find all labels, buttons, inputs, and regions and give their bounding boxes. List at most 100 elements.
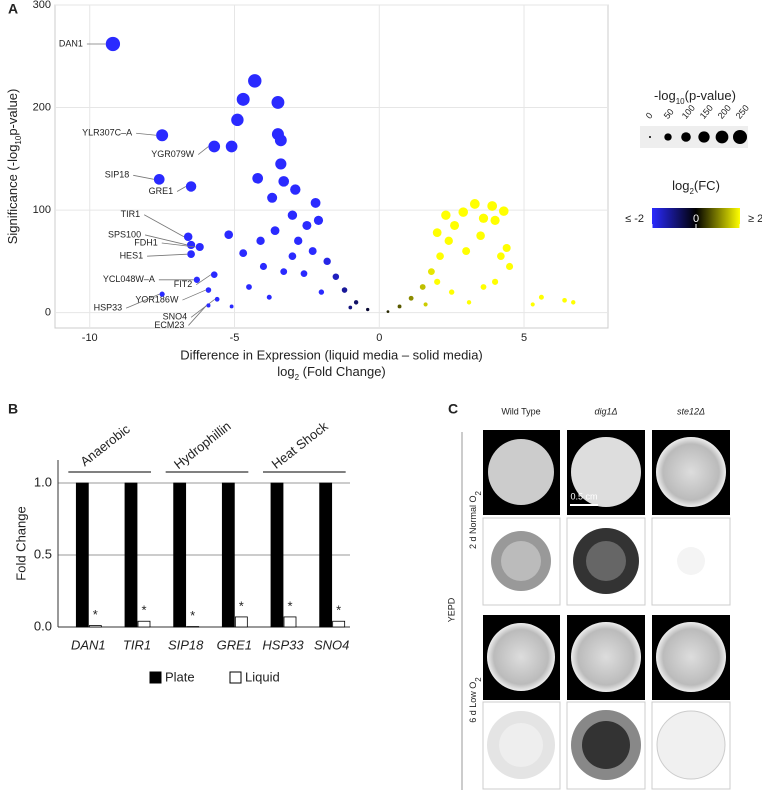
- point-label: SNO4: [163, 312, 188, 322]
- data-point: [256, 236, 265, 246]
- leader-line: [176, 186, 187, 192]
- panel-label: A: [8, 1, 18, 17]
- data-point: [318, 289, 325, 295]
- leader-line: [144, 234, 188, 246]
- bar: [221, 482, 235, 628]
- data-point: [225, 140, 238, 153]
- data-point: [492, 278, 499, 285]
- data-point: [105, 36, 121, 52]
- data-point: [313, 215, 324, 225]
- data-point: [397, 304, 402, 309]
- data-point: [193, 276, 201, 283]
- data-point: [562, 297, 567, 303]
- data-point: [497, 252, 505, 261]
- y-tick-label: 200: [33, 101, 51, 113]
- text-piece: log: [277, 364, 294, 379]
- data-point: [571, 300, 576, 305]
- data-point: [300, 270, 308, 277]
- leader-line: [143, 214, 185, 238]
- leader-line: [161, 242, 196, 248]
- bar-annotation: *: [141, 603, 146, 618]
- data-point: [224, 230, 234, 240]
- data-point: [476, 231, 485, 241]
- leader-line: [197, 146, 209, 155]
- legend-size: [649, 136, 651, 138]
- x-tick-label: GRE1: [217, 637, 252, 652]
- y-tick-label: 0: [45, 307, 51, 319]
- legend-size: [732, 129, 748, 145]
- data-point: [195, 242, 204, 252]
- point-label: TIR1: [121, 209, 141, 219]
- data-point: [214, 296, 220, 302]
- text-piece: (p-value): [685, 88, 736, 103]
- legend-size-label: 50: [662, 107, 676, 121]
- legend-swatch: [149, 671, 162, 684]
- bar: [124, 482, 138, 628]
- bar: [88, 625, 102, 628]
- legend-size-label: 200: [716, 103, 733, 121]
- leader-line: [196, 274, 212, 286]
- point-label: HSP33: [94, 303, 123, 313]
- panel-label: B: [8, 401, 18, 417]
- data-point: [530, 302, 535, 307]
- point-label: ECM23: [154, 320, 184, 330]
- data-point: [208, 140, 221, 153]
- y-tick-label: 1.0: [34, 474, 52, 489]
- data-point: [323, 257, 331, 266]
- legend-size-label: 0: [644, 111, 655, 121]
- text-piece: 2: [689, 187, 694, 196]
- leader-line: [190, 298, 216, 318]
- point-label: YCL048W–A: [103, 274, 155, 284]
- x-tick-label: DAN1: [71, 637, 106, 652]
- data-point: [487, 201, 498, 211]
- x-tick-label: TIR1: [123, 637, 151, 652]
- text-piece: 2: [474, 490, 483, 495]
- data-point: [310, 197, 321, 208]
- legend-tick-label: ≤ -2: [625, 213, 644, 225]
- y-tick-label: 0.0: [34, 618, 52, 633]
- legend-title: log2(FC): [672, 178, 720, 195]
- data-point: [408, 295, 414, 301]
- text-piece: -log: [654, 88, 676, 103]
- data-point: [419, 284, 426, 290]
- legend-size: [681, 132, 691, 142]
- legend-title: -log10(p-value): [654, 88, 736, 105]
- data-point: [210, 271, 218, 278]
- data-point: [348, 305, 353, 310]
- data-point: [186, 240, 196, 250]
- data-point: [206, 303, 211, 308]
- group-label: Hydrophillin: [171, 418, 234, 472]
- data-point: [469, 199, 480, 209]
- legend-size: [698, 131, 710, 143]
- data-point: [288, 252, 297, 261]
- leader-line: [147, 253, 188, 257]
- text-piece: (Fold Change): [299, 364, 386, 379]
- point-label: HES1: [120, 251, 144, 261]
- group-label: Anaerobic: [77, 421, 133, 469]
- data-point: [458, 207, 468, 217]
- point-label: GRE1: [149, 186, 174, 196]
- row-label: 2 d Normal O2: [468, 490, 482, 549]
- data-point: [246, 284, 252, 290]
- x-tick-label: -5: [230, 332, 240, 344]
- data-point: [266, 294, 272, 300]
- legend-box: [640, 126, 748, 148]
- data-point: [271, 95, 285, 109]
- data-point: [450, 220, 460, 230]
- data-point: [252, 172, 264, 184]
- data-point: [239, 249, 248, 258]
- text-piece: Significance (-log: [5, 145, 20, 245]
- bar: [173, 482, 187, 628]
- data-point: [229, 304, 234, 309]
- x-tick-label: SIP18: [168, 637, 204, 652]
- x-tick-label: HSP33: [262, 637, 304, 652]
- data-point: [386, 310, 390, 313]
- bar: [332, 620, 346, 628]
- bar-annotation: *: [190, 608, 195, 623]
- text-piece: log: [672, 178, 689, 193]
- data-point: [436, 252, 444, 261]
- text-piece: 2 d Normal O: [468, 495, 478, 549]
- scale-bar-label: 0.5 cm: [570, 491, 597, 501]
- data-point: [275, 158, 287, 170]
